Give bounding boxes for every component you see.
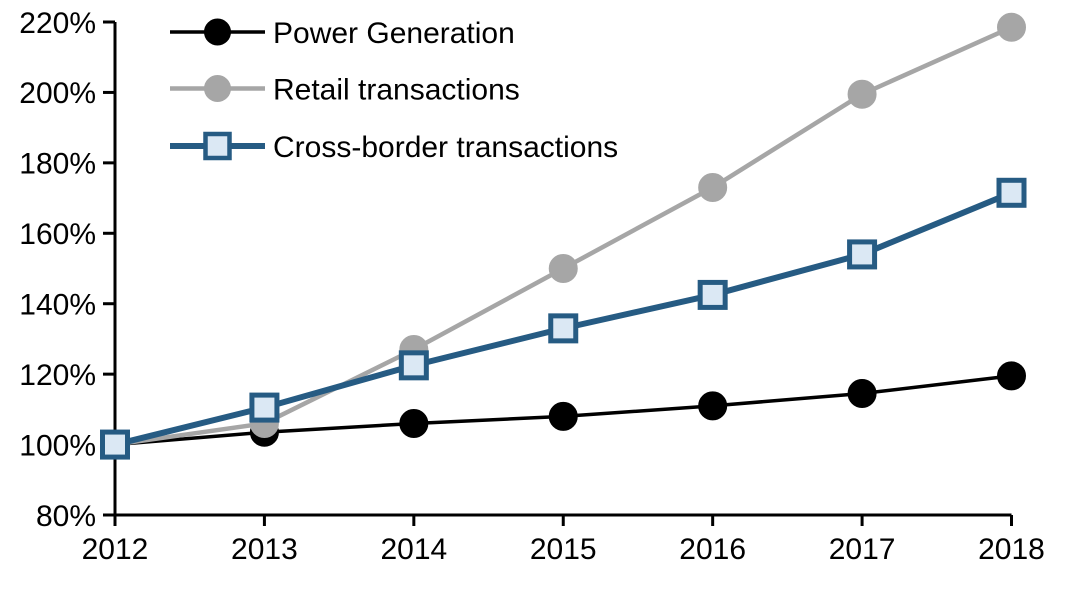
data-point-marker bbox=[698, 391, 728, 421]
legend-circle-marker-icon bbox=[204, 75, 231, 102]
axes: 80% 100% 120% 140% 160% 180% 200% 220% 2012 2013 2… bbox=[19, 7, 1045, 566]
x-axis-tick-label: 2017 bbox=[829, 533, 896, 566]
data-point-marker bbox=[398, 350, 429, 381]
y-axis-tick-label: 200% bbox=[19, 77, 96, 110]
series-power-generation bbox=[100, 361, 1026, 460]
legend-label: Retail transactions bbox=[273, 73, 520, 106]
x-axis-tick-label: 2015 bbox=[530, 533, 597, 566]
y-axis-tick-label: 80% bbox=[36, 500, 96, 533]
legend-square-marker-icon bbox=[203, 131, 232, 161]
data-point-marker bbox=[997, 361, 1026, 391]
data-point-marker bbox=[399, 408, 429, 438]
x-axis-tick-label: 2018 bbox=[978, 533, 1045, 566]
data-point-marker bbox=[847, 239, 878, 270]
legend-item: Power Generation bbox=[170, 17, 515, 50]
y-axis-tick-label: 140% bbox=[19, 289, 96, 322]
data-point-marker bbox=[847, 79, 877, 109]
data-point-marker bbox=[548, 401, 578, 431]
legend-label: Cross-border transactions bbox=[273, 131, 618, 164]
series-cross-border-transactions bbox=[100, 177, 1027, 460]
data-point-marker bbox=[697, 279, 728, 310]
data-point-marker bbox=[548, 254, 578, 283]
x-axis-tick-label: 2014 bbox=[380, 533, 447, 566]
y-axis-tick-label: 120% bbox=[19, 359, 96, 392]
data-point-marker bbox=[249, 392, 280, 423]
legend-item: Cross-border transactions bbox=[170, 131, 618, 164]
data-point-marker bbox=[847, 379, 877, 409]
x-axis-tick-label: 2012 bbox=[82, 533, 149, 566]
x-axis-tick-label: 2013 bbox=[231, 533, 298, 566]
x-axis-tick-label: 2016 bbox=[679, 533, 746, 566]
data-point-marker bbox=[996, 177, 1027, 208]
legend-label: Power Generation bbox=[273, 17, 515, 50]
data-point-marker bbox=[548, 313, 579, 344]
data-point-marker bbox=[100, 429, 130, 460]
legend-item: Retail transactions bbox=[170, 73, 520, 106]
y-axis-tick-label: 100% bbox=[19, 429, 96, 462]
y-axis-tick-label: 220% bbox=[19, 7, 96, 40]
legend-circle-marker-icon bbox=[204, 18, 231, 46]
data-point-marker bbox=[698, 173, 728, 203]
y-axis-tick-label: 160% bbox=[19, 218, 96, 251]
data-point-marker bbox=[997, 12, 1026, 42]
y-axis-tick-label: 180% bbox=[19, 148, 96, 181]
legend: Power Generation Retail transactions Cross… bbox=[170, 17, 618, 164]
